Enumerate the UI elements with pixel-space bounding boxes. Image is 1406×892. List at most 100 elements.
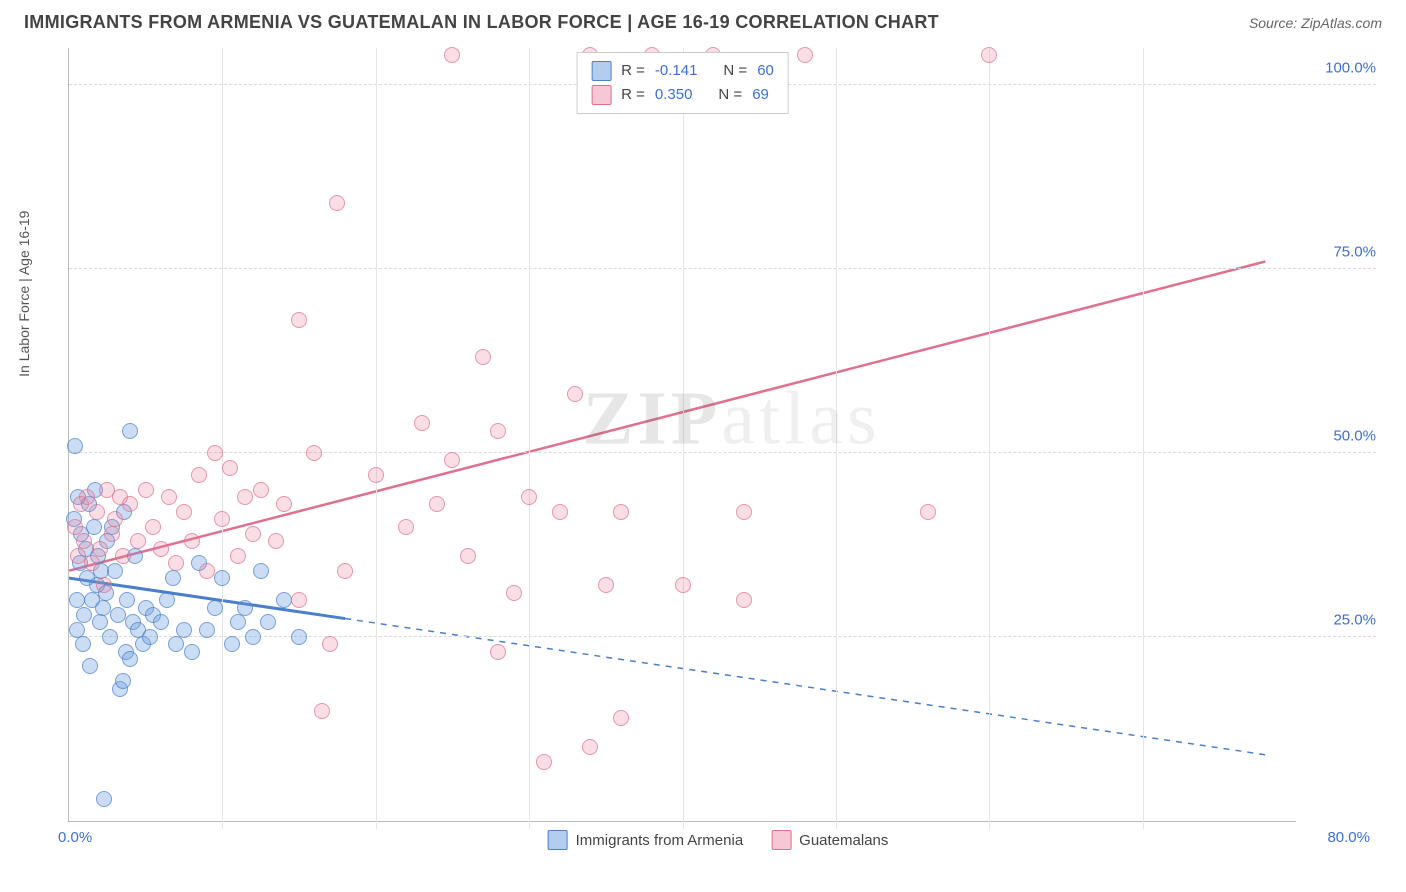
data-point-pink (245, 526, 261, 542)
data-point-blue (207, 600, 223, 616)
data-point-pink (84, 555, 100, 571)
bottom-legend: Immigrants from Armenia Guatemalans (548, 830, 889, 850)
data-point-blue (184, 644, 200, 660)
data-point-pink (490, 644, 506, 660)
data-point-pink (291, 592, 307, 608)
data-point-pink (67, 519, 83, 535)
data-point-blue (69, 622, 85, 638)
data-point-blue (153, 614, 169, 630)
gridline-h (69, 452, 1376, 453)
data-point-pink (153, 541, 169, 557)
gridline-v (683, 48, 684, 829)
data-point-pink (145, 519, 161, 535)
data-point-pink (115, 548, 131, 564)
data-point-blue (165, 570, 181, 586)
data-point-blue (107, 563, 123, 579)
n-value-pink: 69 (752, 83, 769, 107)
chart-container: In Labor Force | Age 16-19 ZIPatlas R = … (50, 48, 1386, 872)
data-point-pink (130, 533, 146, 549)
n-label: N = (723, 59, 747, 83)
gridline-h (69, 268, 1376, 269)
data-point-pink (237, 489, 253, 505)
data-point-blue (96, 791, 112, 807)
data-point-blue (92, 614, 108, 630)
data-point-blue (176, 622, 192, 638)
data-point-pink (291, 312, 307, 328)
data-point-pink (107, 511, 123, 527)
data-point-blue (245, 629, 261, 645)
gridline-h (69, 636, 1376, 637)
data-point-pink (184, 533, 200, 549)
source-credit: Source: ZipAtlas.com (1249, 15, 1382, 31)
data-point-pink (552, 504, 568, 520)
data-point-pink (506, 585, 522, 601)
legend-item-blue: Immigrants from Armenia (548, 830, 744, 850)
data-point-pink (253, 482, 269, 498)
data-point-pink (582, 739, 598, 755)
data-point-pink (214, 511, 230, 527)
data-point-blue (159, 592, 175, 608)
swatch-blue-icon (591, 61, 611, 81)
swatch-pink-icon (591, 85, 611, 105)
data-point-pink (207, 445, 223, 461)
legend-label-blue: Immigrants from Armenia (576, 832, 744, 849)
data-point-pink (414, 415, 430, 431)
data-point-blue (82, 658, 98, 674)
data-point-blue (230, 614, 246, 630)
data-point-pink (176, 504, 192, 520)
data-point-pink (161, 489, 177, 505)
data-point-blue (276, 592, 292, 608)
data-point-blue (142, 629, 158, 645)
data-point-pink (79, 489, 95, 505)
data-point-pink (268, 533, 284, 549)
header: IMMIGRANTS FROM ARMENIA VS GUATEMALAN IN… (0, 0, 1406, 39)
y-tick-label: 100.0% (1306, 59, 1376, 76)
data-point-blue (168, 636, 184, 652)
gridline-v (376, 48, 377, 829)
data-point-pink (368, 467, 384, 483)
gridline-v (529, 48, 530, 829)
chart-title: IMMIGRANTS FROM ARMENIA VS GUATEMALAN IN… (24, 12, 939, 33)
r-label: R = (621, 59, 645, 83)
gridline-v (222, 48, 223, 829)
data-point-pink (168, 555, 184, 571)
data-point-pink (444, 47, 460, 63)
data-point-pink (567, 386, 583, 402)
data-point-blue (119, 592, 135, 608)
x-max-label: 80.0% (1327, 829, 1370, 846)
data-point-blue (86, 519, 102, 535)
data-point-pink (122, 496, 138, 512)
stats-row-pink: R = 0.350 N = 69 (591, 83, 774, 107)
data-point-pink (736, 592, 752, 608)
data-point-pink (444, 452, 460, 468)
data-point-pink (613, 504, 629, 520)
r-value-pink: 0.350 (655, 83, 693, 107)
data-point-pink (92, 541, 108, 557)
legend-swatch-blue-icon (548, 830, 568, 850)
data-point-pink (329, 195, 345, 211)
data-point-blue (237, 600, 253, 616)
data-point-blue (76, 607, 92, 623)
trendline-dash-blue (345, 619, 1265, 755)
data-point-blue (110, 607, 126, 623)
data-point-blue (95, 600, 111, 616)
data-point-pink (314, 703, 330, 719)
data-point-pink (191, 467, 207, 483)
legend-swatch-pink-icon (771, 830, 791, 850)
data-point-pink (981, 47, 997, 63)
data-point-pink (598, 577, 614, 593)
gridline-v (836, 48, 837, 829)
data-point-blue (115, 673, 131, 689)
data-point-blue (122, 423, 138, 439)
data-point-pink (797, 47, 813, 63)
data-point-pink (398, 519, 414, 535)
y-axis-label: In Labor Force | Age 16-19 (16, 211, 32, 377)
y-tick-label: 75.0% (1306, 243, 1376, 260)
data-point-pink (920, 504, 936, 520)
r-label: R = (621, 83, 645, 107)
gridline-v (1143, 48, 1144, 829)
data-point-pink (429, 496, 445, 512)
data-point-blue (224, 636, 240, 652)
data-point-pink (104, 526, 120, 542)
data-point-blue (291, 629, 307, 645)
